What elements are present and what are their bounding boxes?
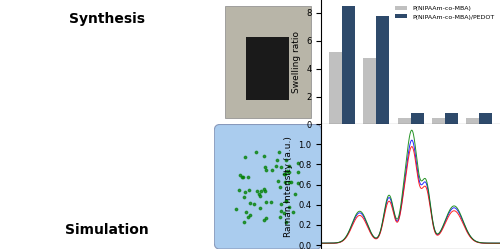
Bar	[410, 113, 424, 124]
X-axis label: Temperature (°C): Temperature (°C)	[372, 149, 450, 158]
Legend: P(NIPAAm-co-MBA), P(NIPAAm-co-MBA)/PEDOT: P(NIPAAm-co-MBA), P(NIPAAm-co-MBA)/PEDOT	[392, 3, 497, 22]
Bar	[480, 113, 492, 124]
Y-axis label: Raman Intensity (a.u.): Raman Intensity (a.u.)	[284, 136, 293, 237]
Bar	[445, 113, 458, 124]
Bar	[364, 58, 376, 125]
Text: Simulation: Simulation	[66, 223, 149, 237]
Bar	[225, 6, 310, 118]
Bar	[342, 6, 355, 124]
Text: Synthesis: Synthesis	[69, 12, 145, 26]
Bar	[376, 16, 390, 124]
FancyBboxPatch shape	[214, 124, 322, 249]
Bar	[246, 37, 290, 100]
Bar	[466, 118, 479, 124]
Y-axis label: Swelling ratio: Swelling ratio	[292, 31, 301, 93]
Bar	[329, 52, 342, 124]
Bar	[398, 118, 410, 124]
Bar	[432, 118, 445, 124]
